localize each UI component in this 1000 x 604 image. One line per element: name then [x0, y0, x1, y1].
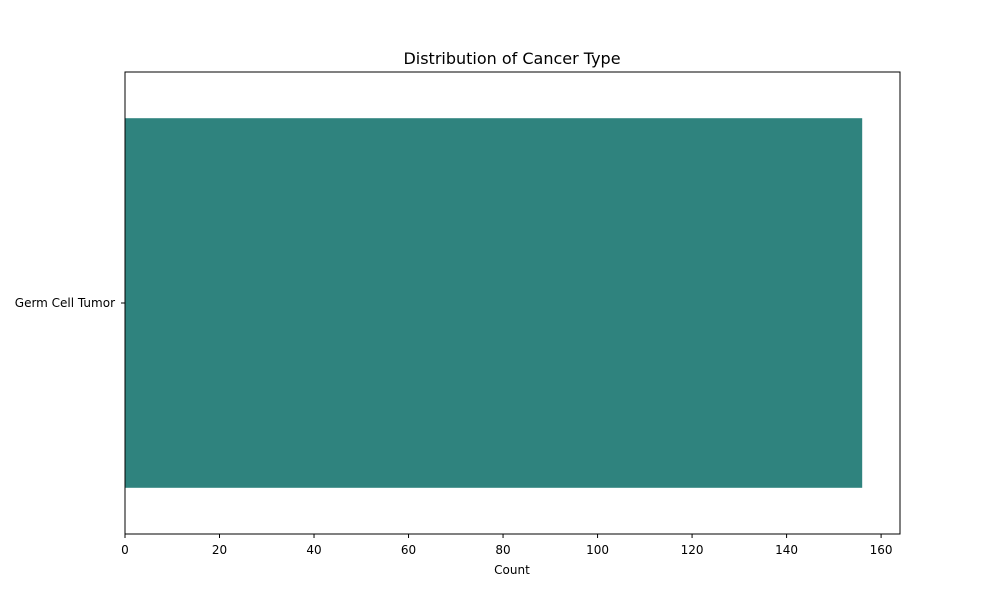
- x-tick-label: 0: [121, 543, 129, 557]
- chart-title: Distribution of Cancer Type: [403, 49, 620, 68]
- bar: [125, 118, 863, 488]
- y-tick-label: Germ Cell Tumor: [15, 296, 115, 310]
- x-axis: 0 20 40 60 80 100 120 140 160: [121, 534, 893, 557]
- x-tick-label: 60: [401, 543, 416, 557]
- x-tick-label: 40: [306, 543, 321, 557]
- x-tick-label: 140: [775, 543, 798, 557]
- x-tick-label: 100: [586, 543, 609, 557]
- y-axis: Germ Cell Tumor: [15, 296, 125, 310]
- x-axis-label: Count: [494, 563, 530, 577]
- x-tick-label: 160: [870, 543, 893, 557]
- x-tick-label: 20: [212, 543, 227, 557]
- x-tick-label: 80: [495, 543, 510, 557]
- bars-layer: [125, 118, 863, 488]
- x-tick-label: 120: [681, 543, 704, 557]
